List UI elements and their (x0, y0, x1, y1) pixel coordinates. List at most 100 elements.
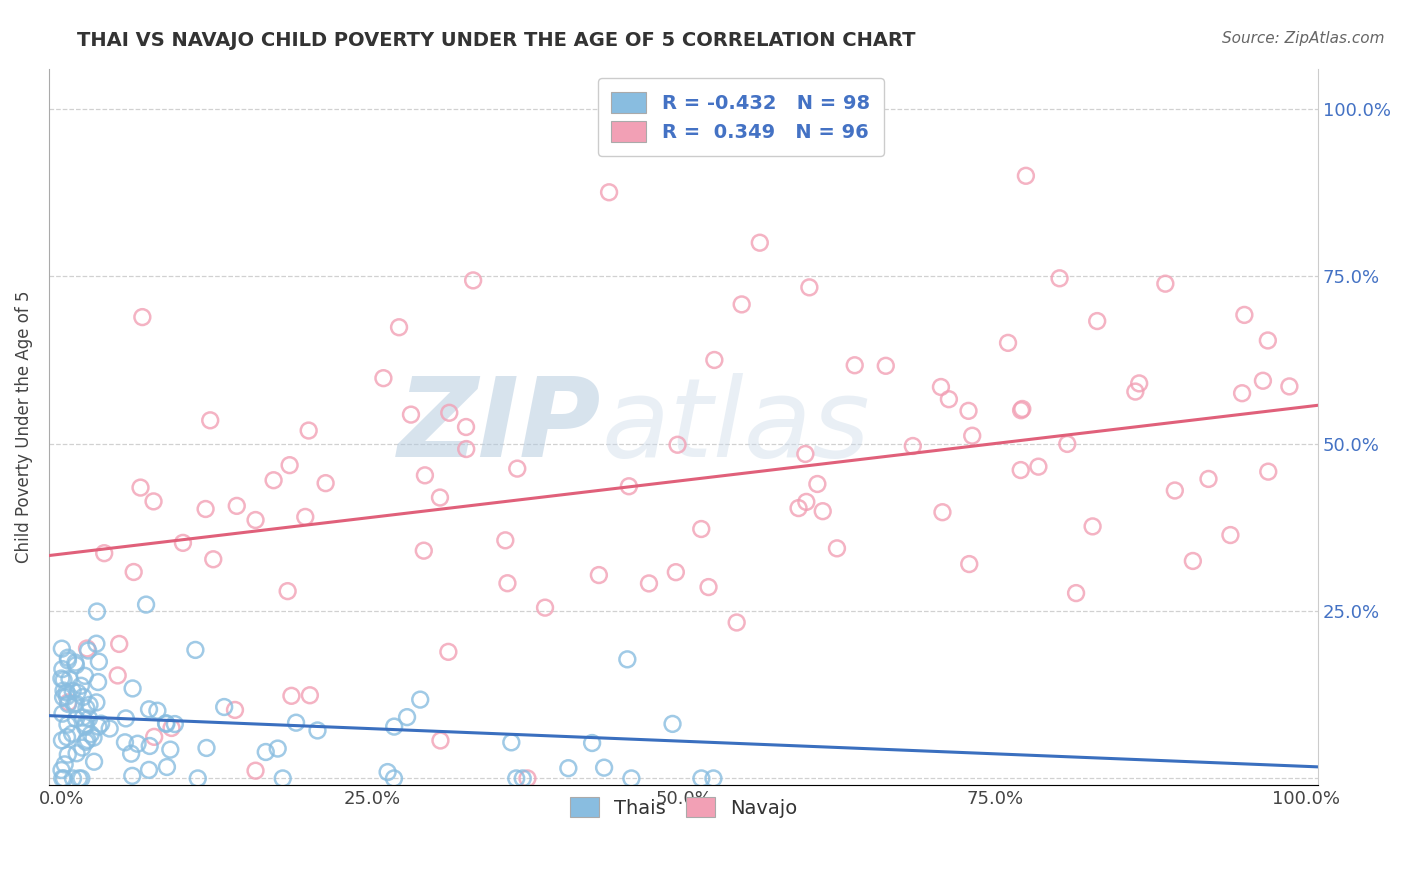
Point (1028, 459, 1050, 474)
Point (454, 420, 477, 434)
Point (86, 637, 108, 651)
Point (56, 697, 79, 711)
Point (598, 186, 620, 200)
Point (787, 501, 810, 516)
Point (1015, 169, 1038, 183)
Point (120, 747, 142, 761)
Point (143, 730, 166, 744)
Text: THAI VS NAVAJO CHILD POVERTY UNDER THE AGE OF 5 CORRELATION CHART: THAI VS NAVAJO CHILD POVERTY UNDER THE A… (77, 31, 915, 50)
Point (377, 765, 399, 780)
Point (172, 536, 194, 550)
Point (725, 615, 748, 630)
Point (58, 695, 80, 709)
Point (187, 772, 209, 786)
Point (298, 424, 321, 438)
Point (83, 755, 105, 769)
Point (155, 716, 177, 731)
Point (70, 772, 93, 786)
Point (55, 690, 77, 704)
Point (396, 710, 419, 724)
Point (957, 557, 980, 571)
Point (748, 235, 770, 250)
Point (184, 643, 207, 657)
Point (200, 413, 222, 427)
Point (160, 721, 183, 735)
Point (138, 702, 160, 716)
Point (72, 690, 94, 704)
Point (1011, 401, 1033, 416)
Point (56, 650, 79, 665)
Point (52, 690, 75, 705)
Point (1125, 384, 1147, 399)
Point (505, 772, 527, 786)
Point (412, 543, 434, 558)
Point (87, 720, 110, 734)
Point (285, 715, 308, 730)
Point (294, 510, 316, 524)
Point (53, 757, 76, 772)
Point (844, 358, 866, 372)
Point (665, 565, 688, 579)
Point (875, 359, 897, 373)
Point (87, 675, 110, 690)
Point (254, 745, 277, 759)
Point (51, 662, 73, 676)
Point (307, 723, 329, 738)
Point (501, 735, 523, 749)
Point (121, 681, 143, 696)
Point (1251, 374, 1274, 388)
Point (55, 685, 77, 699)
Point (463, 273, 485, 287)
Point (494, 533, 516, 548)
Point (512, 772, 534, 786)
Point (931, 505, 953, 519)
Point (388, 320, 411, 334)
Point (146, 704, 169, 718)
Point (280, 689, 302, 703)
Point (86, 605, 108, 619)
Point (1278, 379, 1301, 393)
Point (938, 392, 960, 407)
Point (593, 761, 616, 775)
Text: Source: ZipAtlas.com: Source: ZipAtlas.com (1222, 31, 1385, 46)
Point (70, 679, 93, 693)
Point (267, 741, 290, 756)
Point (80, 727, 103, 741)
Point (90, 716, 112, 731)
Point (65, 712, 87, 726)
Point (212, 700, 235, 714)
Point (516, 772, 538, 786)
Point (957, 404, 980, 418)
Point (107, 668, 129, 682)
Point (155, 717, 177, 731)
Point (114, 735, 136, 749)
Point (114, 711, 136, 725)
Point (315, 476, 337, 491)
Point (703, 353, 725, 368)
Point (271, 772, 294, 786)
Point (794, 495, 817, 509)
Point (1257, 465, 1279, 479)
Point (93, 546, 115, 560)
Point (666, 438, 689, 452)
Point (56, 747, 79, 762)
Point (245, 764, 267, 778)
Point (806, 477, 828, 491)
Point (1198, 472, 1220, 486)
Point (86, 695, 108, 709)
Point (83, 731, 105, 745)
Point (195, 741, 218, 756)
Point (697, 580, 720, 594)
Point (1056, 437, 1078, 451)
Point (51, 772, 73, 786)
Point (62, 684, 84, 698)
Point (60, 727, 83, 741)
Point (142, 494, 165, 508)
Point (617, 479, 640, 493)
Point (661, 717, 683, 731)
Point (194, 502, 217, 516)
Point (960, 428, 983, 442)
Point (373, 371, 395, 385)
Point (87, 655, 110, 669)
Point (72, 740, 94, 755)
